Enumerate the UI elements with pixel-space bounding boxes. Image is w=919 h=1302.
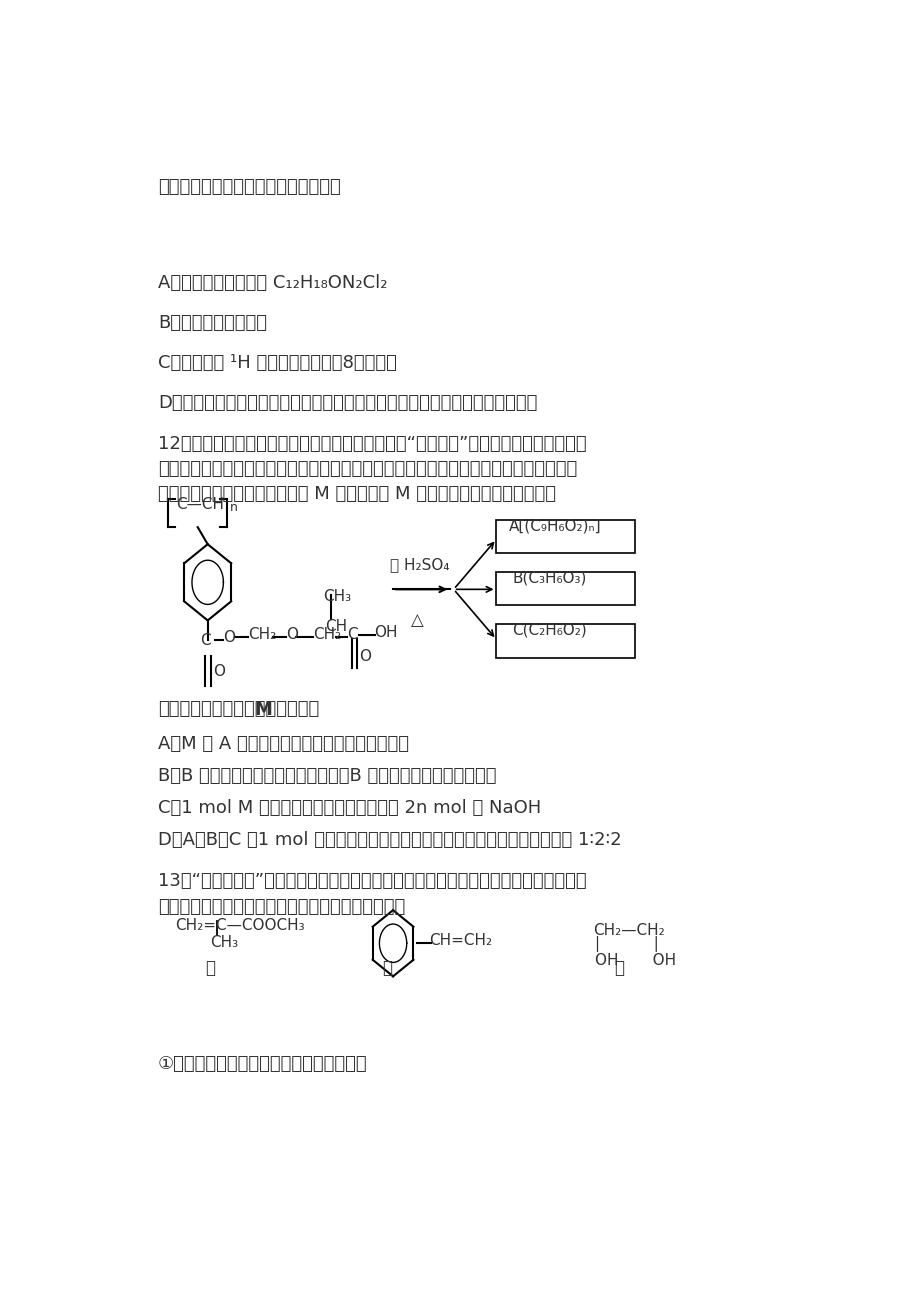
Text: CH₃: CH₃ — [323, 590, 351, 604]
Text: OH: OH — [374, 625, 398, 641]
Text: O: O — [286, 628, 298, 642]
Text: 丙: 丙 — [614, 960, 623, 978]
Text: O: O — [358, 650, 370, 664]
Text: B(C₃H₆O₃): B(C₃H₆O₃) — [512, 570, 586, 586]
Text: CH₂: CH₂ — [312, 628, 341, 642]
Text: A．M 与 A 均能使酸性高锆酸锇溶液和渴水褮色: A．M 与 A 均能使酸性高锆酸锇溶液和渴水褮色 — [158, 734, 408, 753]
Text: B．该物质易溢于盐酸: B．该物质易溢于盐酸 — [158, 314, 267, 332]
Text: A．该物质的分子式为 C₁₂H₁₈ON₂Cl₂: A．该物质的分子式为 C₁₂H₁₈ON₂Cl₂ — [158, 273, 387, 292]
Text: B．B 中含有罧基和羟基两种官能团，B 能发生消去反应和酯化反应: B．B 中含有罧基和羟基两种官能团，B 能发生消去反应和酯化反应 — [158, 767, 495, 785]
Text: n: n — [230, 501, 237, 514]
Bar — [496, 625, 635, 658]
Text: 12、聚乙炱导电聚合物的合成使高分子材料进入了“合成金属”和塑料电子学时代，当聚: 12、聚乙炱导电聚合物的合成使高分子材料进入了“合成金属”和塑料电子学时代，当聚 — [158, 435, 585, 453]
Text: CH: CH — [325, 620, 347, 634]
Text: D．该物质能发生的反应类型有：加成反应、酯化反应、消去反应、氧化反应等: D．该物质能发生的反应类型有：加成反应、酯化反应、消去反应、氧化反应等 — [158, 393, 537, 411]
Text: |           |: | | — [595, 936, 658, 952]
Text: O: O — [213, 664, 225, 678]
Text: 乙: 乙 — [382, 960, 391, 978]
Bar — [496, 573, 635, 605]
Text: OH       OH: OH OH — [595, 953, 675, 969]
Text: ①甲物质能发生缩聚反应生成有机高分子；: ①甲物质能发生缩聚反应生成有机高分子； — [158, 1055, 367, 1073]
Text: CH₃: CH₃ — [210, 935, 238, 950]
Text: 稀 H₂SO₄: 稀 H₂SO₄ — [389, 557, 448, 573]
Text: D．A、B、C 咄1 mol 分别与足量金属销反应，放出的气体的物质的量之比为 1∶2∶2: D．A、B、C 咄1 mol 分别与足量金属销反应，放出的气体的物质的量之比为 … — [158, 831, 620, 849]
Text: C(C₂H₆O₂): C(C₂H₆O₂) — [512, 622, 586, 638]
Text: 乙炱分子带上药物、氨基酸等分子片段后，就具有了一定的生物活性。以下是我国化学家: 乙炱分子带上药物、氨基酸等分子片段后，就具有了一定的生物活性。以下是我国化学家 — [158, 460, 576, 478]
Text: 下列有关说法中不正确的是（　）: 下列有关说法中不正确的是（ ） — [158, 699, 319, 717]
Text: C—CH: C—CH — [176, 497, 224, 512]
Text: CH₂—CH₂: CH₂—CH₂ — [592, 923, 664, 939]
Text: △: △ — [411, 612, 423, 629]
Text: O: O — [223, 630, 235, 646]
Text: 璃钐的基本原料。下列说法中一定正确的是（　　）: 璃钐的基本原料。下列说法中一定正确的是（ ） — [158, 898, 404, 917]
Text: CH₂: CH₂ — [248, 628, 277, 642]
Text: CH=CH₂: CH=CH₂ — [429, 934, 492, 948]
Text: A[(C₉H₆O₂)ₙ]: A[(C₉H₆O₂)ₙ] — [509, 518, 601, 533]
Text: 甲: 甲 — [205, 960, 215, 978]
Text: CH₂=C—COOCH₃: CH₂=C—COOCH₃ — [176, 918, 305, 934]
Text: C: C — [200, 634, 211, 648]
Text: C．1 mol M 与热的烧笼溶液反应，可消耗 2n mol 的 NaOH: C．1 mol M 与热的烧笼溶液反应，可消耗 2n mol 的 NaOH — [158, 799, 540, 816]
Text: 近年来合成的聚乙炱衍生物分子 M 的结构式及 M 在稀硫酸作用下的水解过程。: 近年来合成的聚乙炱衍生物分子 M 的结构式及 M 在稀硫酸作用下的水解过程。 — [158, 486, 555, 503]
Bar — [496, 521, 635, 553]
Text: 有关克伦特罗的叙述，不正确的是（）: 有关克伦特罗的叙述，不正确的是（） — [158, 178, 340, 197]
Text: C: C — [347, 628, 357, 642]
Text: C．该物质的 ¹H 核磁共振谱图中有8个吸收峰: C．该物质的 ¹H 核磁共振谱图中有8个吸收峰 — [158, 354, 396, 372]
Text: M: M — [254, 700, 272, 719]
Text: 13、“聚酯玻璃钐”是制作宇航员所用氧气瓶的材料。甲、乙、丙三种物质是合成聚酯玻: 13、“聚酯玻璃钐”是制作宇航员所用氧气瓶的材料。甲、乙、丙三种物质是合成聚酯玻 — [158, 872, 585, 891]
